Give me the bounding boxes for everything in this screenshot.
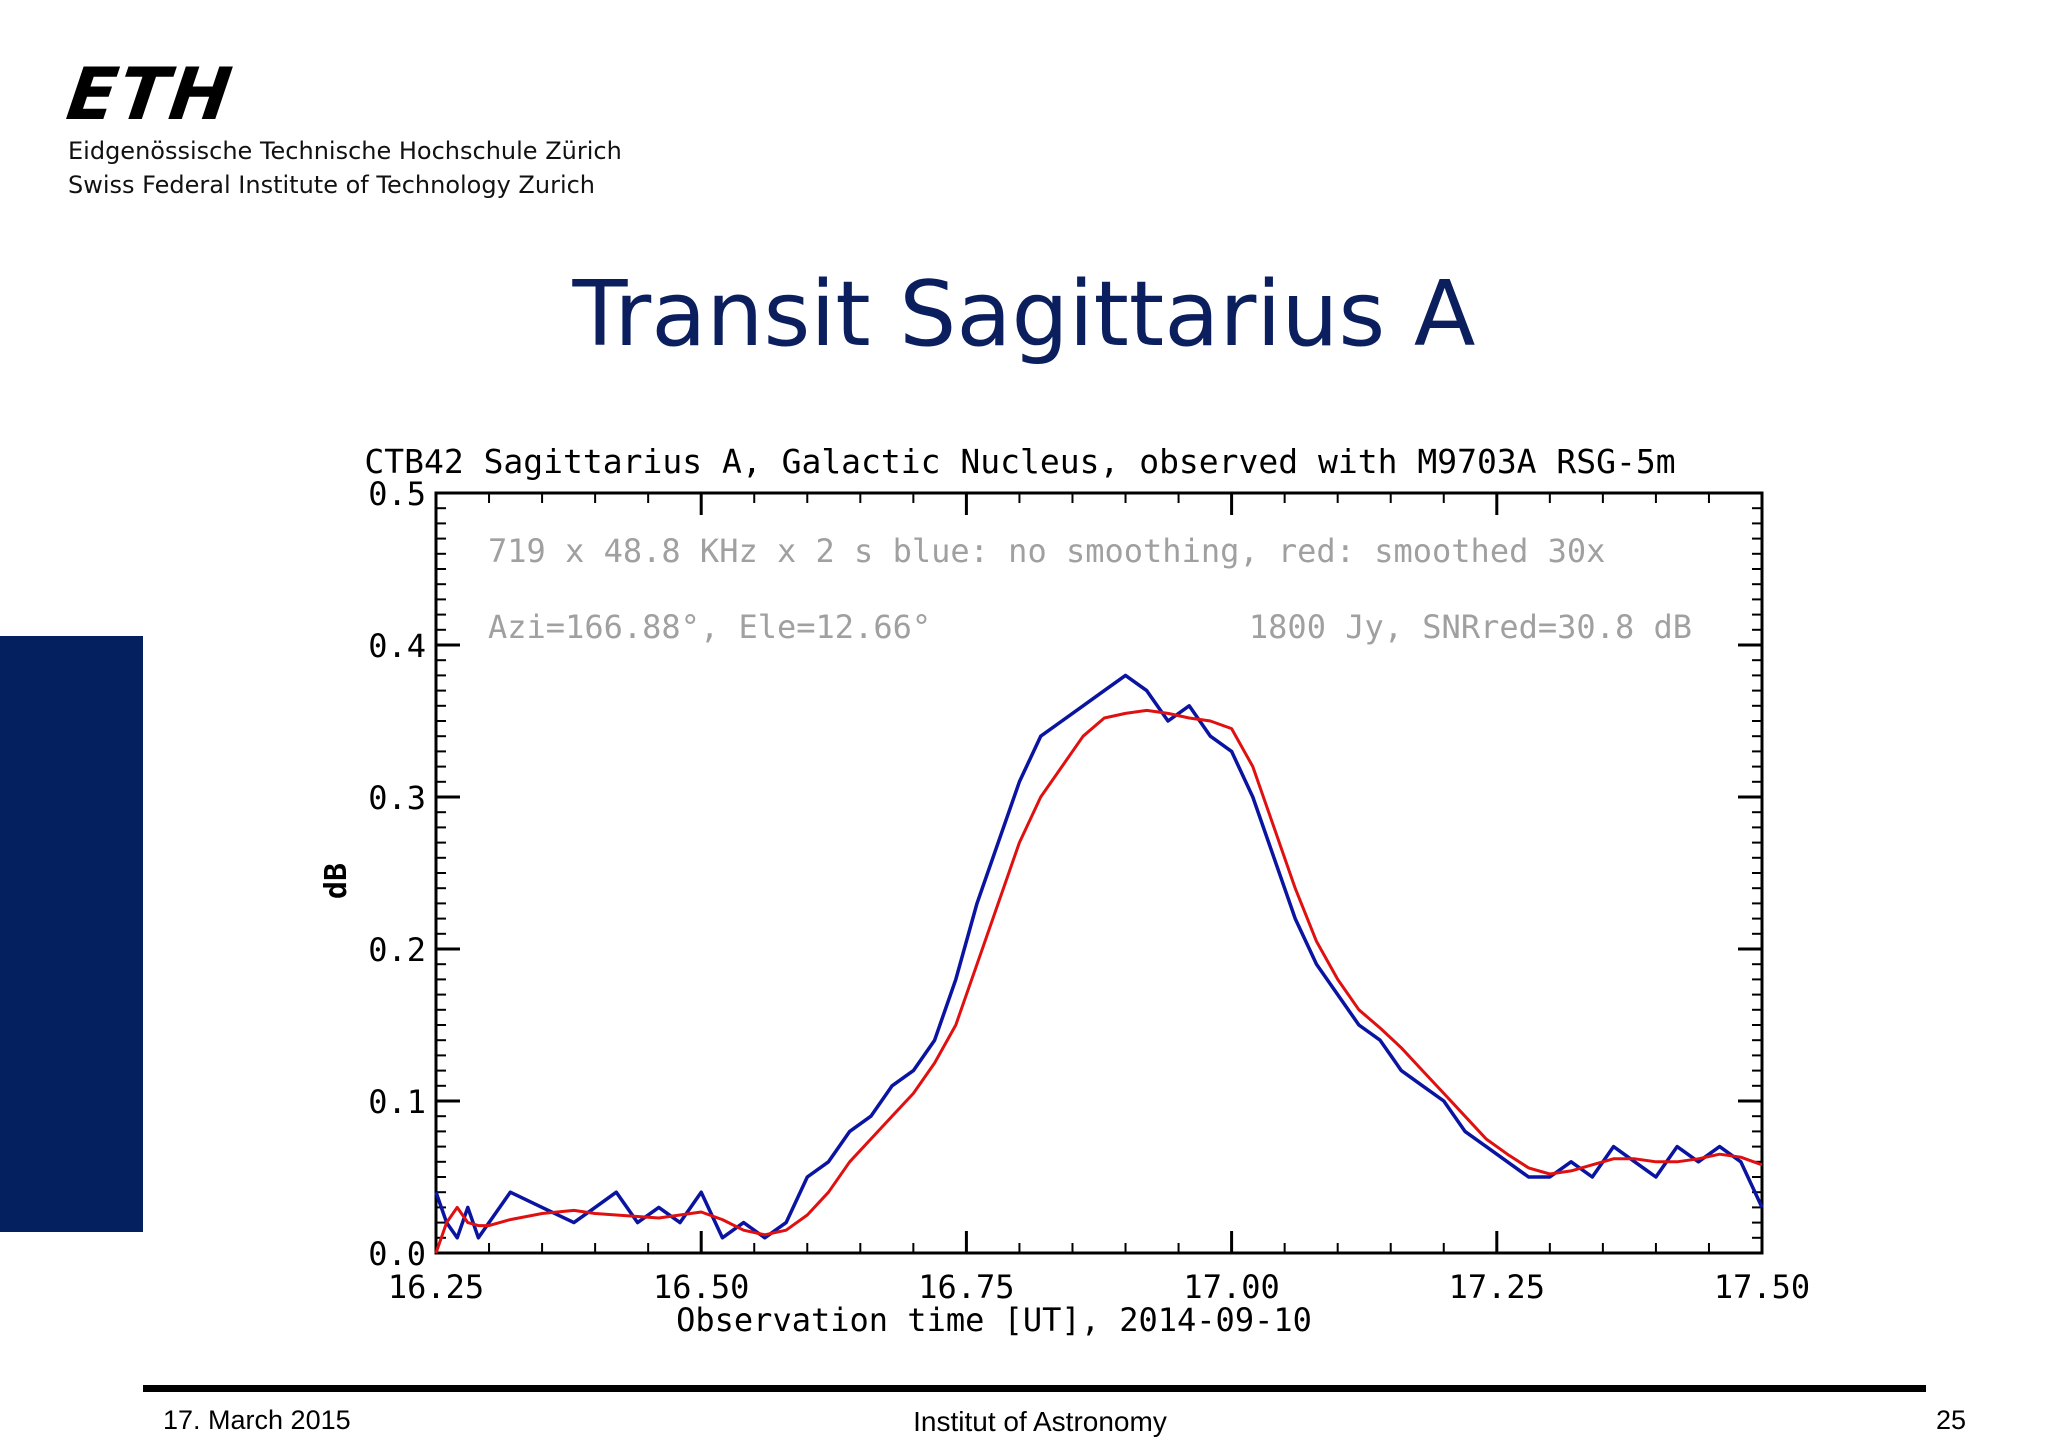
slide-title: Transit Sagittarius A	[572, 262, 1476, 367]
y-tick-label: 0.3	[368, 779, 426, 817]
sagittarius-transit-chart: CTB42 Sagittarius A, Galactic Nucleus, o…	[319, 442, 1810, 1339]
chart-title: CTB42 Sagittarius A, Galactic Nucleus, o…	[364, 442, 1675, 481]
x-axis-label: Observation time [UT], 2014-09-10	[676, 1301, 1312, 1339]
plot-frame	[434, 491, 1764, 1255]
y-tick-label: 0.1	[368, 1083, 426, 1121]
institution-name-german: Eidgenössische Technische Hochschule Zür…	[68, 137, 622, 165]
annotation-pointing: Azi=166.88°, Ele=12.66°	[488, 608, 931, 646]
y-tick-label: 0.4	[368, 627, 426, 665]
eth-logo: ETH	[62, 52, 239, 136]
y-tick-label: 0.0	[368, 1235, 426, 1273]
annotation-bandwidth: 719 x 48.8 KHz x 2 s blue: no smoothing,…	[488, 532, 1605, 570]
institution-name-english: Swiss Federal Institute of Technology Zu…	[68, 171, 596, 199]
x-tick-label: 16.50	[653, 1268, 749, 1306]
y-axis-label: dB	[319, 863, 354, 899]
y-tick-label: 0.5	[368, 475, 426, 513]
series-raw-line	[434, 673, 1764, 1240]
y-tick-label: 0.2	[368, 931, 426, 969]
footer-date: 17. March 2015	[163, 1405, 351, 1435]
series-smoothed-line	[434, 708, 1763, 1254]
page-number: 25	[1935, 1405, 1966, 1435]
side-accent-bar	[0, 636, 143, 1232]
x-tick-label: 16.25	[388, 1268, 484, 1306]
x-tick-label: 17.50	[1714, 1268, 1810, 1306]
footer-institute: Institut of Astronomy	[913, 1406, 1167, 1437]
x-tick-label: 17.25	[1449, 1268, 1545, 1306]
footer-divider	[143, 1385, 1926, 1392]
annotation-snr: 1800 Jy, SNRred=30.8 dB	[1249, 608, 1692, 646]
x-tick-label: 16.75	[918, 1268, 1014, 1306]
x-tick-label: 17.00	[1183, 1268, 1279, 1306]
